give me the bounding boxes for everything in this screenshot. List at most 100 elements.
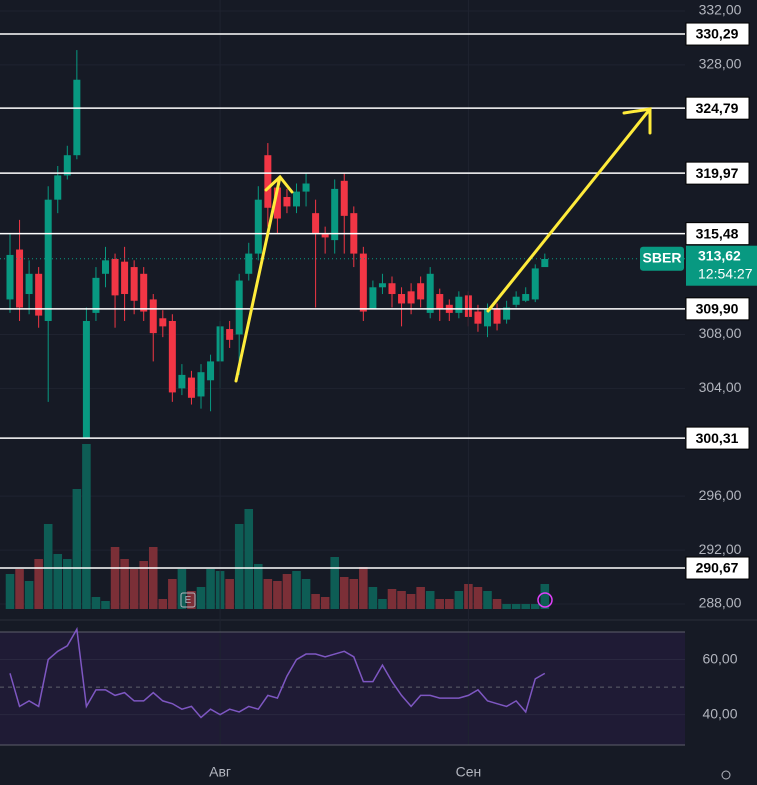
candle-body bbox=[407, 291, 415, 304]
volume-bar bbox=[406, 594, 416, 609]
volume-bar bbox=[225, 579, 234, 609]
level-label: 324,79 bbox=[696, 100, 739, 116]
volume-bar bbox=[187, 591, 196, 609]
volume-bar bbox=[72, 489, 82, 609]
candle-body bbox=[484, 308, 491, 327]
candle-body bbox=[187, 377, 195, 398]
candle-body bbox=[102, 260, 109, 274]
candle-body bbox=[359, 253, 367, 312]
volume-bar bbox=[330, 557, 339, 609]
last-price-box bbox=[686, 245, 757, 286]
candle-body bbox=[140, 273, 148, 312]
volume-bar bbox=[387, 589, 397, 609]
y-tick-label: 332,00 bbox=[699, 2, 742, 18]
volume-bar bbox=[63, 559, 72, 609]
volume-bar bbox=[43, 524, 53, 609]
volume-bar bbox=[540, 584, 550, 609]
icons: E bbox=[180, 592, 731, 780]
candle-body bbox=[226, 329, 234, 340]
candle-body bbox=[130, 267, 138, 301]
flash-icon[interactable] bbox=[537, 592, 553, 608]
volume-bar bbox=[397, 591, 406, 609]
volume-bar bbox=[282, 574, 292, 609]
level-label-box bbox=[685, 161, 750, 185]
candle-body bbox=[254, 199, 262, 254]
candle-body bbox=[235, 280, 243, 335]
y-tick-label: 288,00 bbox=[699, 595, 742, 611]
volume-bar bbox=[492, 599, 502, 609]
candle-body bbox=[82, 320, 90, 439]
candle-body bbox=[321, 233, 329, 238]
rsi-tick-label: 40,00 bbox=[702, 705, 737, 721]
symbol-box bbox=[640, 246, 684, 271]
volume-bar bbox=[320, 597, 330, 609]
candle-body bbox=[168, 320, 176, 393]
candle-body bbox=[283, 196, 291, 207]
candle-body bbox=[16, 249, 24, 308]
volume-bar bbox=[158, 599, 168, 609]
volume-bar bbox=[292, 571, 301, 609]
annotation-arrows bbox=[234, 107, 652, 383]
candle-body bbox=[197, 372, 205, 397]
x-tick-label: Сен bbox=[456, 764, 482, 780]
volume-bar bbox=[511, 604, 521, 609]
candle-body bbox=[312, 213, 320, 234]
time-label: 12:54:27 bbox=[698, 265, 753, 281]
candle-body bbox=[293, 191, 300, 207]
volume-bar bbox=[34, 559, 43, 609]
candle-body bbox=[273, 187, 281, 219]
candle-body bbox=[493, 308, 501, 324]
level-label: 315,48 bbox=[696, 225, 739, 241]
candle-body bbox=[541, 258, 549, 268]
volume-bar bbox=[15, 569, 24, 609]
volume-bar bbox=[110, 547, 120, 609]
candle-body bbox=[44, 199, 52, 321]
candle-body bbox=[455, 296, 463, 313]
volume-bar bbox=[445, 599, 454, 609]
volume-bar bbox=[359, 567, 368, 609]
arrow-head bbox=[622, 107, 652, 135]
event-icon[interactable] bbox=[180, 592, 196, 608]
candle-body bbox=[73, 79, 81, 156]
level-label: 309,90 bbox=[696, 301, 739, 317]
level-label-box bbox=[685, 297, 750, 321]
level-label-box bbox=[685, 222, 750, 246]
candle-body bbox=[503, 307, 511, 320]
candle-body bbox=[340, 180, 348, 216]
candle-body bbox=[178, 374, 186, 389]
y-tick-label: 292,00 bbox=[699, 541, 742, 557]
level-label-box bbox=[685, 22, 750, 46]
candle-body bbox=[531, 268, 539, 300]
last-price-label: 313,62 bbox=[698, 247, 741, 263]
volume-bar bbox=[129, 569, 139, 609]
volume-bar bbox=[311, 594, 320, 609]
event-icon-text: E bbox=[185, 595, 192, 606]
volume-bar bbox=[91, 597, 101, 609]
volume-bar bbox=[530, 604, 540, 609]
volume-bar bbox=[53, 554, 63, 609]
volume-bar bbox=[139, 561, 148, 609]
volume-bar bbox=[435, 599, 445, 609]
y-tick-label: 308,00 bbox=[699, 325, 742, 341]
level-label: 330,29 bbox=[696, 26, 739, 42]
level-label: 300,31 bbox=[696, 430, 739, 446]
settings-icon[interactable] bbox=[721, 770, 731, 780]
candle-body bbox=[426, 273, 434, 313]
volume-bar bbox=[82, 444, 91, 609]
volume-bar bbox=[206, 569, 215, 609]
volume-bar bbox=[378, 599, 387, 609]
rsi-panel bbox=[0, 632, 685, 745]
candle-body bbox=[398, 294, 406, 304]
volume-bar bbox=[368, 587, 378, 609]
candle-body bbox=[264, 155, 272, 208]
volume-bar bbox=[416, 587, 425, 609]
level-label: 290,67 bbox=[696, 560, 739, 576]
volume-bar bbox=[425, 591, 435, 609]
candle-body bbox=[149, 299, 157, 334]
rsi-tick-label: 60,00 bbox=[702, 650, 737, 666]
candle-body bbox=[35, 273, 43, 316]
arrow bbox=[234, 175, 282, 383]
symbol-label: SBER bbox=[643, 249, 682, 265]
candle-body bbox=[54, 175, 62, 200]
candle-body bbox=[388, 283, 396, 295]
